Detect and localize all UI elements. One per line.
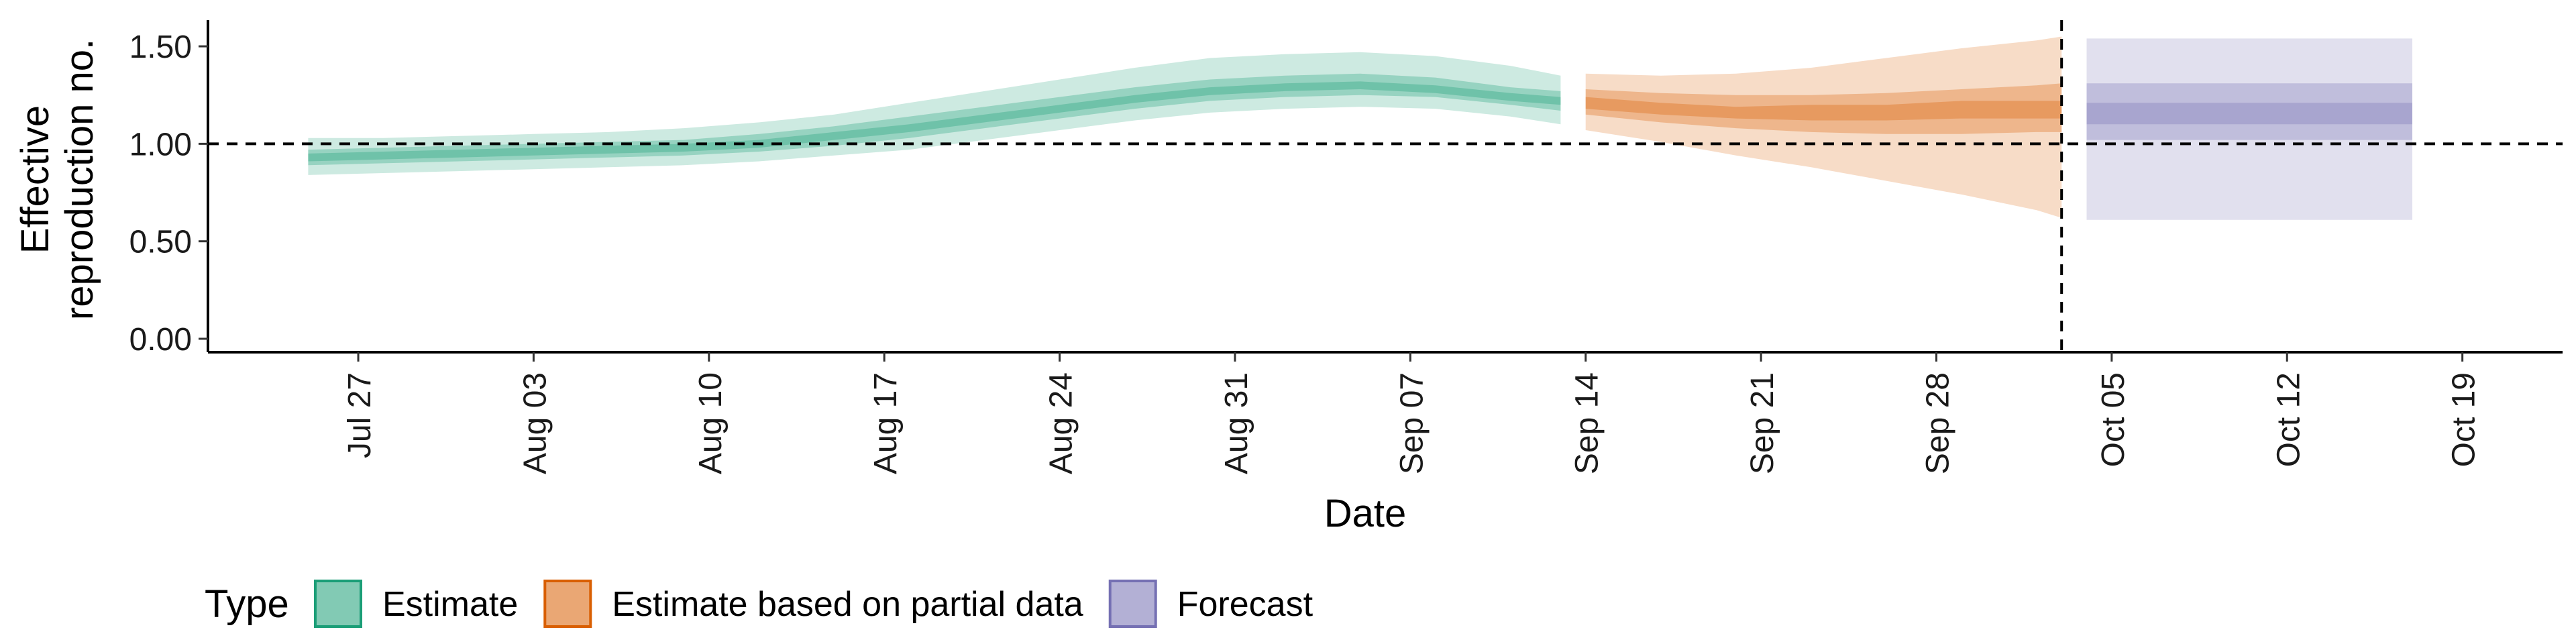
legend-label: Forecast: [1177, 585, 1313, 624]
y-tick-label: 0.00: [129, 322, 192, 358]
series-2-band-3: [1585, 97, 2062, 121]
x-tick-label: Jul 27: [342, 372, 378, 458]
legend-swatch: [314, 580, 362, 628]
legend: Type Estimate Estimate based on partial da…: [205, 580, 1313, 628]
legend-swatch: [543, 580, 592, 628]
y-tick-label: 1.00: [129, 127, 192, 162]
y-axis-title-line: Effective: [13, 105, 57, 254]
x-tick-label: Sep 21: [1745, 372, 1780, 474]
legend-item: Forecast: [1108, 580, 1313, 628]
x-tick-label: Aug 03: [517, 372, 553, 474]
x-tick-label: Aug 10: [693, 372, 729, 474]
series-1-ribbons: [308, 52, 1561, 175]
legend-label: Estimate based on partial data: [612, 585, 1083, 624]
ribbon-layer: [308, 36, 2412, 220]
series-1-band-2: [308, 73, 1561, 166]
legend-item: Estimate: [314, 580, 518, 628]
series-3-ribbons: [2086, 38, 2412, 220]
legend-item: Estimate based on partial data: [543, 580, 1083, 628]
series-3-band-3: [2086, 103, 2412, 125]
reference-lines: [208, 20, 2563, 352]
x-tick-label: Oct 19: [2447, 372, 2482, 467]
y-tick-label: 1.50: [129, 30, 192, 65]
x-tick-label: Oct 12: [2271, 372, 2306, 467]
y-axis-title: Effective reproduction no.: [13, 39, 101, 320]
legend-swatch: [1108, 580, 1157, 628]
series-3-band-2: [2086, 83, 2412, 140]
series-2-band-1: [1585, 36, 2062, 218]
x-axis-title: Date: [1324, 492, 1407, 535]
x-tick-label: Aug 31: [1219, 372, 1254, 474]
series-3-band-1: [2086, 38, 2412, 220]
series-2-ribbons: [1585, 36, 2062, 218]
x-tick-label: Aug 17: [868, 372, 904, 474]
legend-label: Estimate: [382, 585, 518, 624]
series-1-band-3: [308, 81, 1561, 162]
x-tick-label: Sep 28: [1920, 372, 1955, 474]
legend-title: Type: [205, 582, 289, 626]
y-tick-label: 0.50: [129, 225, 192, 260]
x-axis-ticks: Jul 27 Aug 03 Aug 10 Aug 17 Aug 24 Aug 31 Sep …: [342, 352, 2482, 474]
x-tick-label: Sep 14: [1570, 372, 1605, 474]
x-tick-label: Sep 07: [1394, 372, 1430, 474]
x-tick-label: Oct 05: [2096, 372, 2131, 467]
axes: [207, 20, 2563, 354]
y-axis-title-line: reproduction no.: [58, 39, 101, 320]
series-2-band-2: [1585, 83, 2062, 134]
y-axis-ticks: 0.00 0.50 1.00 1.50: [129, 30, 208, 358]
x-tick-label: Aug 24: [1044, 372, 1079, 474]
